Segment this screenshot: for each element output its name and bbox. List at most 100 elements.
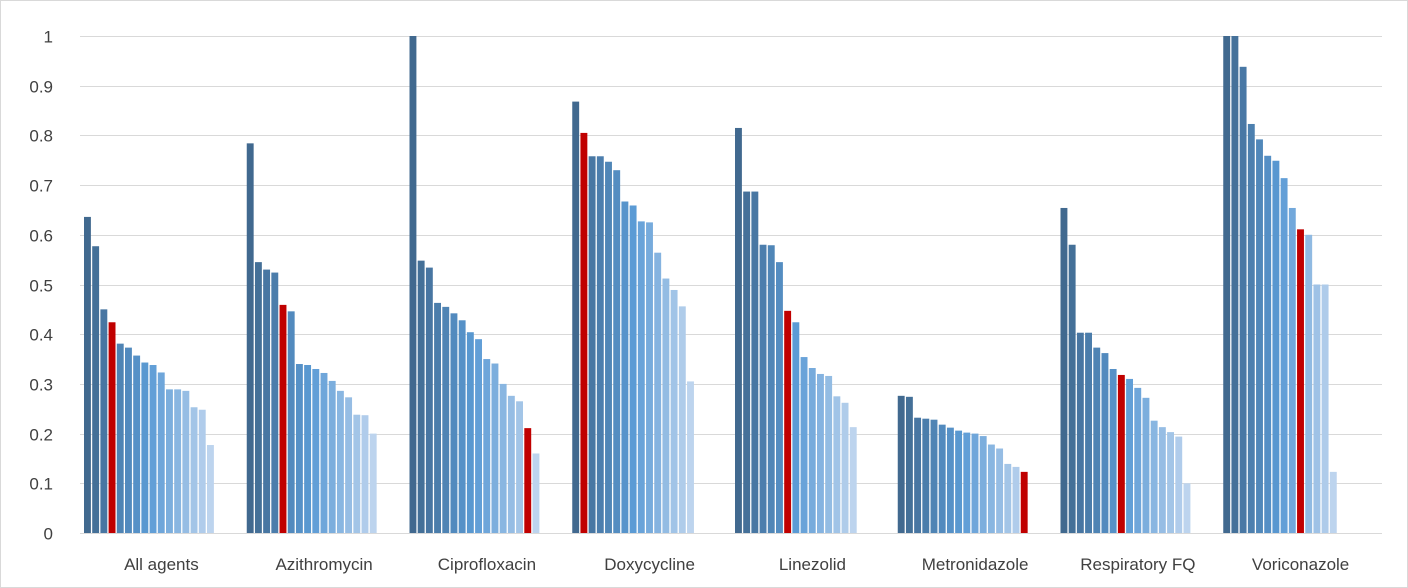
bar xyxy=(946,427,954,533)
y-tick-label: 0.7 xyxy=(29,177,53,196)
x-category-label: Respiratory FQ xyxy=(1080,555,1195,574)
bar xyxy=(312,368,320,533)
bar xyxy=(759,244,767,534)
bar xyxy=(475,339,482,533)
bar xyxy=(1150,420,1158,533)
bar xyxy=(1126,378,1133,533)
x-category-label: Azithromycin xyxy=(275,555,372,574)
bar xyxy=(1012,466,1020,533)
bar xyxy=(1329,471,1337,533)
bar xyxy=(987,444,995,533)
bar xyxy=(1158,427,1166,533)
bar xyxy=(588,156,596,533)
bar xyxy=(1297,229,1304,533)
bar xyxy=(922,418,930,533)
bar xyxy=(125,347,132,533)
y-tick-label: 0.5 xyxy=(29,277,53,296)
bar xyxy=(361,415,369,533)
bar xyxy=(580,132,588,533)
bar xyxy=(833,396,841,533)
bar xyxy=(1223,36,1231,533)
x-category-label: Doxycycline xyxy=(604,555,695,574)
bar xyxy=(767,245,775,534)
bar xyxy=(246,143,254,533)
bar xyxy=(800,357,808,533)
bar xyxy=(198,409,206,533)
bar xyxy=(271,272,279,533)
bar xyxy=(1068,244,1076,534)
bar xyxy=(1280,178,1288,533)
y-tick-label: 0.3 xyxy=(29,376,53,395)
bar xyxy=(1093,347,1101,533)
bar xyxy=(190,407,198,533)
bar xyxy=(157,372,165,533)
bar xyxy=(1231,36,1239,533)
y-tick-label: 0.8 xyxy=(29,127,53,146)
bar xyxy=(1321,284,1329,533)
bar xyxy=(417,260,425,533)
bar xyxy=(1247,123,1255,533)
bar xyxy=(345,397,353,533)
x-category-label: Metronidazole xyxy=(922,555,1029,574)
bar xyxy=(605,161,612,534)
y-tick-label: 0.6 xyxy=(29,227,53,246)
bar xyxy=(841,402,849,533)
bar xyxy=(963,432,971,533)
bar xyxy=(637,221,645,533)
bar xyxy=(849,427,857,533)
bar xyxy=(149,365,157,533)
bar xyxy=(1134,387,1142,533)
bar xyxy=(1109,368,1117,533)
bar xyxy=(808,368,816,533)
bar xyxy=(1239,66,1247,533)
y-tick-label: 0.9 xyxy=(29,78,53,97)
bar xyxy=(524,428,532,533)
bar xyxy=(955,430,963,533)
bar xyxy=(499,383,507,533)
bar xyxy=(1076,332,1084,533)
bar xyxy=(466,332,474,533)
bar xyxy=(596,156,604,533)
x-axis-category-labels: All agents Azithromycin Ciprofloxacin Doxyc… xyxy=(124,555,1349,574)
bar xyxy=(817,373,824,533)
bar xyxy=(174,389,182,533)
bar xyxy=(825,375,833,533)
bar xyxy=(108,322,116,533)
bar xyxy=(336,390,344,533)
bar xyxy=(1183,483,1191,533)
bar xyxy=(100,309,108,533)
bar xyxy=(897,395,905,533)
bar xyxy=(263,269,271,533)
bar xyxy=(304,365,312,533)
bar xyxy=(254,262,262,533)
bar xyxy=(930,419,938,533)
bar xyxy=(450,313,458,533)
bar xyxy=(353,414,361,533)
bar xyxy=(1101,353,1109,533)
bar xyxy=(996,448,1004,533)
bar xyxy=(1117,374,1125,533)
bar xyxy=(279,304,287,533)
x-category-label: Ciprofloxacin xyxy=(438,555,536,574)
bar xyxy=(182,390,190,533)
bar xyxy=(207,445,214,533)
y-tick-label: 0.1 xyxy=(29,475,53,494)
bar xyxy=(1004,463,1012,533)
bar xyxy=(784,310,792,533)
bar xyxy=(670,289,678,533)
bar xyxy=(662,278,670,533)
bar xyxy=(792,322,800,533)
bar xyxy=(1020,471,1028,533)
bar xyxy=(516,401,523,533)
bar xyxy=(613,170,621,533)
bar xyxy=(629,205,637,534)
bar xyxy=(971,433,979,533)
bar xyxy=(458,320,466,533)
bar xyxy=(1264,155,1272,533)
bar xyxy=(166,389,173,533)
bar xyxy=(425,267,433,533)
bar xyxy=(938,424,946,533)
bar xyxy=(743,191,751,533)
bar xyxy=(442,306,450,533)
